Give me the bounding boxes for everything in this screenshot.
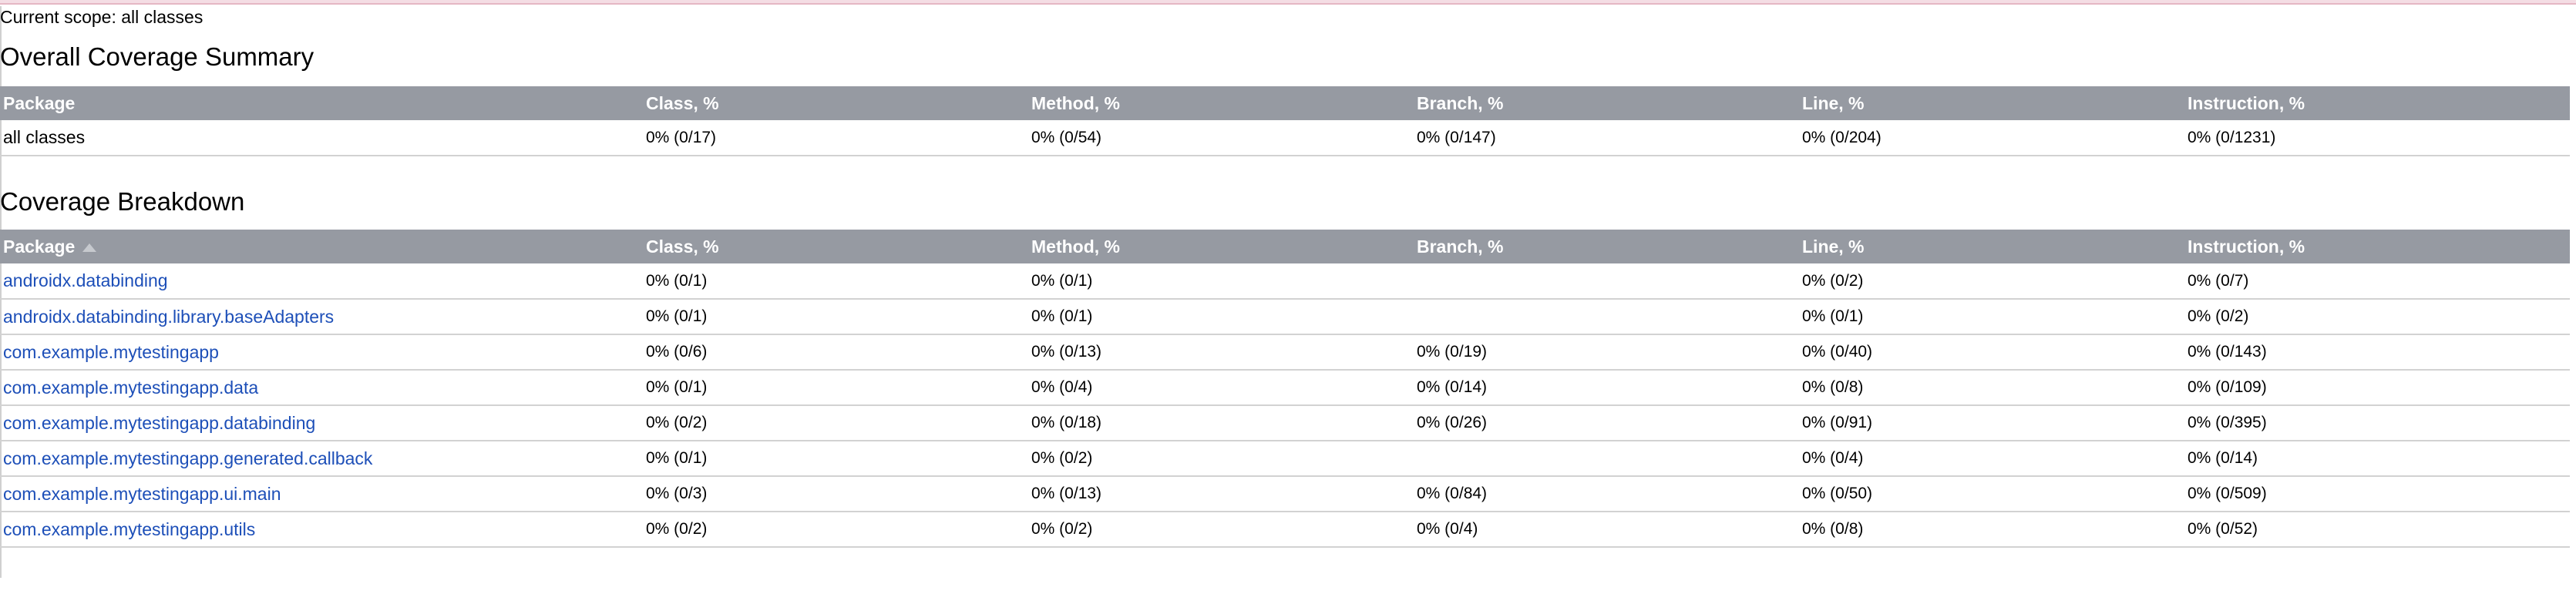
class-cell: 0% (0/6) <box>643 334 1028 371</box>
class-cell: 0% (0/1) <box>643 441 1028 477</box>
overall-summary-title: Overall Coverage Summary <box>0 42 314 71</box>
summary-package: all classes <box>0 120 643 156</box>
summary-header-line: Line, % <box>1799 86 2184 120</box>
line-cell: 0% (0/91) <box>1799 405 2184 441</box>
summary-row: all classes 0% (0/17) 0% (0/54) 0% (0/14… <box>0 120 2570 156</box>
method-cell: 0% (0/2) <box>1028 441 1414 477</box>
package-link[interactable]: com.example.mytestingapp.generated.callb… <box>3 448 373 468</box>
line-cell: 0% (0/4) <box>1799 441 2184 477</box>
instruction-cell: 0% (0/109) <box>2184 370 2570 406</box>
summary-header-method: Method, % <box>1028 86 1414 120</box>
package-link[interactable]: com.example.mytestingapp.utils <box>3 518 256 539</box>
instruction-cell: 0% (0/509) <box>2184 476 2570 512</box>
package-cell: com.example.mytestingapp.data <box>0 370 643 406</box>
summary-header-class: Class, % <box>643 86 1028 120</box>
method-cell: 0% (0/18) <box>1028 405 1414 441</box>
method-cell: 0% (0/1) <box>1028 263 1414 300</box>
package-cell: com.example.mytestingapp.generated.callb… <box>0 441 643 477</box>
method-cell: 0% (0/4) <box>1028 370 1414 406</box>
line-cell: 0% (0/8) <box>1799 512 2184 548</box>
table-row: com.example.mytestingapp.generated.callb… <box>0 441 2570 477</box>
summary-branch: 0% (0/147) <box>1414 120 1799 156</box>
summary-class: 0% (0/17) <box>643 120 1028 156</box>
coverage-breakdown-title: Coverage Breakdown <box>0 187 245 216</box>
class-cell: 0% (0/3) <box>643 476 1028 512</box>
branch-cell <box>1414 441 1799 477</box>
table-row: com.example.mytestingapp.utils 0% (0/2) … <box>0 512 2570 548</box>
branch-cell: 0% (0/84) <box>1414 476 1799 512</box>
package-cell: androidx.databinding <box>0 263 643 300</box>
summary-table: Package Class, % Method, % Branch, % Lin… <box>0 86 2570 156</box>
sort-ascending-icon[interactable] <box>82 243 97 252</box>
package-link[interactable]: androidx.databinding <box>3 270 168 290</box>
instruction-cell: 0% (0/395) <box>2184 405 2570 441</box>
instruction-cell: 0% (0/52) <box>2184 512 2570 548</box>
table-row: androidx.databinding 0% (0/1) 0% (0/1) 0… <box>0 263 2570 300</box>
method-cell: 0% (0/1) <box>1028 299 1414 335</box>
class-cell: 0% (0/2) <box>643 405 1028 441</box>
package-link[interactable]: com.example.mytestingapp.databinding <box>3 412 316 433</box>
summary-header-instruction: Instruction, % <box>2184 86 2570 120</box>
instruction-cell: 0% (0/2) <box>2184 299 2570 335</box>
line-cell: 0% (0/50) <box>1799 476 2184 512</box>
breakdown-header-method[interactable]: Method, % <box>1028 230 1414 263</box>
branch-cell: 0% (0/4) <box>1414 512 1799 548</box>
breakdown-table: Package Class, % Method, % Branch, % Lin… <box>0 230 2570 548</box>
breakdown-header-instruction[interactable]: Instruction, % <box>2184 230 2570 263</box>
method-cell: 0% (0/13) <box>1028 476 1414 512</box>
package-cell: com.example.mytestingapp <box>0 334 643 371</box>
branch-cell: 0% (0/26) <box>1414 405 1799 441</box>
breakdown-header-branch[interactable]: Branch, % <box>1414 230 1799 263</box>
line-cell: 0% (0/40) <box>1799 334 2184 371</box>
package-cell: com.example.mytestingapp.ui.main <box>0 476 643 512</box>
branch-cell <box>1414 263 1799 300</box>
summary-header-package: Package <box>0 86 643 120</box>
table-row: androidx.databinding.library.baseAdapter… <box>0 299 2570 335</box>
instruction-cell: 0% (0/143) <box>2184 334 2570 371</box>
current-scope: Current scope: all classes <box>0 7 203 27</box>
class-cell: 0% (0/1) <box>643 299 1028 335</box>
class-cell: 0% (0/1) <box>643 263 1028 300</box>
summary-method: 0% (0/54) <box>1028 120 1414 156</box>
package-cell: com.example.mytestingapp.databinding <box>0 405 643 441</box>
breakdown-header-line[interactable]: Line, % <box>1799 230 2184 263</box>
line-cell: 0% (0/2) <box>1799 263 2184 300</box>
summary-header-row: Package Class, % Method, % Branch, % Lin… <box>0 86 2570 120</box>
summary-header-branch: Branch, % <box>1414 86 1799 120</box>
package-cell: androidx.databinding.library.baseAdapter… <box>0 299 643 335</box>
branch-cell: 0% (0/19) <box>1414 334 1799 371</box>
table-row: com.example.mytestingapp.databinding 0% … <box>0 405 2570 441</box>
package-link[interactable]: com.example.mytestingapp.data <box>3 377 259 398</box>
method-cell: 0% (0/2) <box>1028 512 1414 548</box>
class-cell: 0% (0/2) <box>643 512 1028 548</box>
package-link[interactable]: com.example.mytestingapp <box>3 341 219 362</box>
breakdown-header-package-label: Package <box>3 236 76 257</box>
summary-instruction: 0% (0/1231) <box>2184 120 2570 156</box>
class-cell: 0% (0/1) <box>643 370 1028 406</box>
package-link[interactable]: androidx.databinding.library.baseAdapter… <box>3 306 335 327</box>
branch-cell: 0% (0/14) <box>1414 370 1799 406</box>
table-row: com.example.mytestingapp.data 0% (0/1) 0… <box>0 370 2570 406</box>
line-cell: 0% (0/8) <box>1799 370 2184 406</box>
line-cell: 0% (0/1) <box>1799 299 2184 335</box>
breakdown-header-row: Package Class, % Method, % Branch, % Lin… <box>0 230 2570 263</box>
table-row: com.example.mytestingapp 0% (0/6) 0% (0/… <box>0 334 2570 371</box>
summary-line: 0% (0/204) <box>1799 120 2184 156</box>
method-cell: 0% (0/13) <box>1028 334 1414 371</box>
package-cell: com.example.mytestingapp.utils <box>0 512 643 548</box>
table-row: com.example.mytestingapp.ui.main 0% (0/3… <box>0 476 2570 512</box>
instruction-cell: 0% (0/14) <box>2184 441 2570 477</box>
branch-cell <box>1414 299 1799 335</box>
breakdown-header-package[interactable]: Package <box>0 230 643 263</box>
package-link[interactable]: com.example.mytestingapp.ui.main <box>3 483 281 504</box>
top-border <box>0 0 2576 5</box>
breakdown-header-class[interactable]: Class, % <box>643 230 1028 263</box>
instruction-cell: 0% (0/7) <box>2184 263 2570 300</box>
